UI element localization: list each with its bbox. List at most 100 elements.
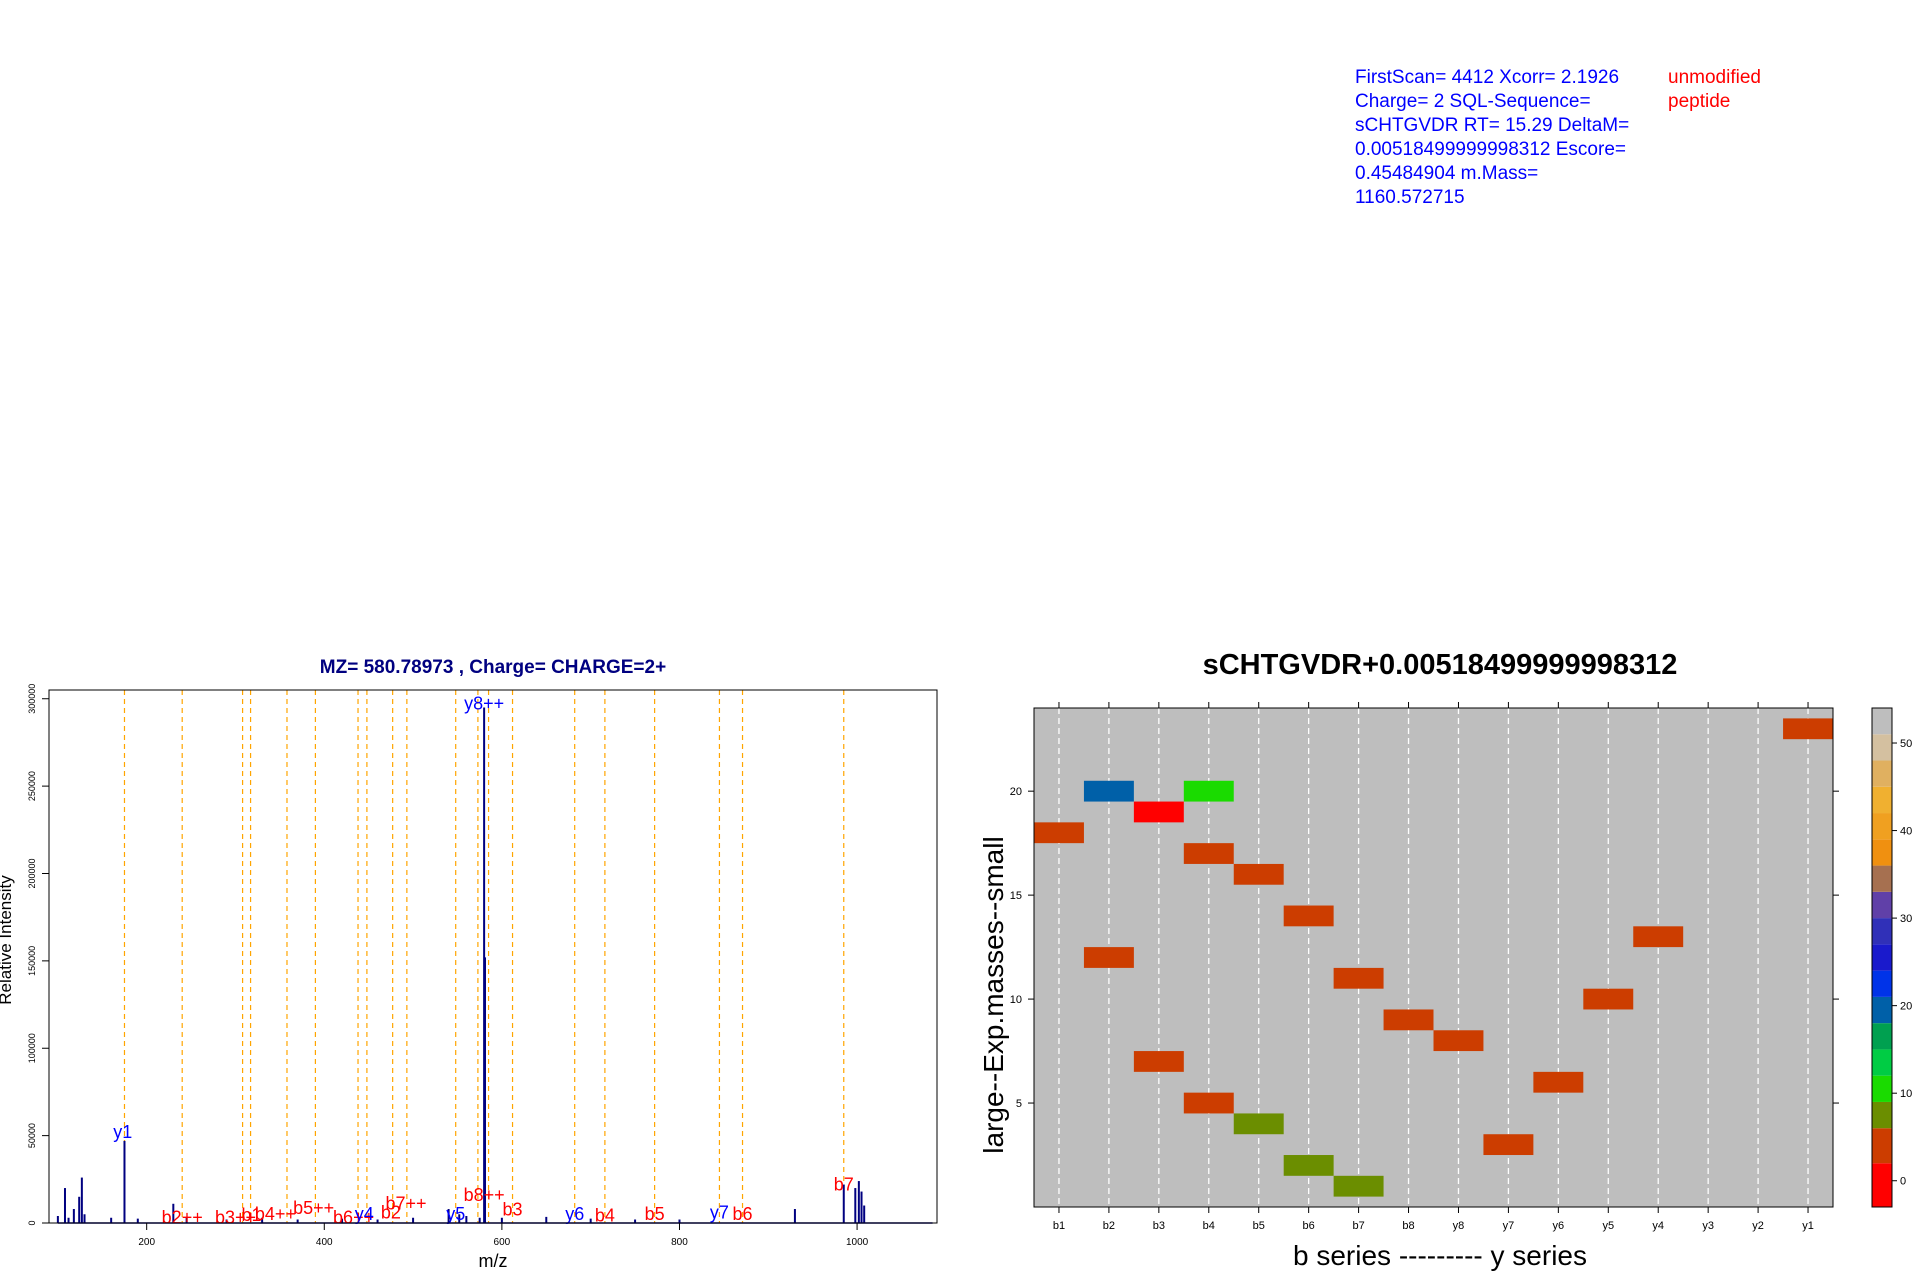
heatmap-cell xyxy=(1483,1134,1534,1156)
ion-label: b3 xyxy=(503,1200,523,1220)
y-tick-label: 200000 xyxy=(27,858,37,888)
x-tick-label: y8 xyxy=(1453,1220,1465,1232)
ion-label: y4 xyxy=(355,1204,374,1224)
colorbar-bin xyxy=(1872,708,1892,735)
colorbar-bin xyxy=(1872,1163,1892,1207)
colorbar-tick-label: 30 xyxy=(1900,913,1912,925)
y-tick-label: 20 xyxy=(1010,786,1022,798)
heatmap-cell xyxy=(1633,926,1684,948)
x-tick-label: b4 xyxy=(1203,1220,1215,1232)
ion-label: b7 xyxy=(834,1174,854,1194)
heatmap-y-axis-label: large--Exp.masses--small xyxy=(978,836,1009,1153)
x-tick-label: b1 xyxy=(1053,1220,1065,1232)
ion-label: b5++ xyxy=(293,1198,334,1218)
ion-label: b8++ xyxy=(464,1185,505,1205)
ion-label: b3++ xyxy=(215,1207,256,1227)
modification-status: unmodified peptide xyxy=(1668,67,1761,112)
ion-label: b6++ xyxy=(333,1207,374,1227)
colorbar-bin xyxy=(1872,734,1892,761)
x-tick-label: 600 xyxy=(494,1237,511,1248)
spectrum-plot-frame xyxy=(48,689,938,1224)
heatmap-cell xyxy=(1183,843,1234,864)
y-tick-label: 5 xyxy=(1016,1098,1022,1110)
colorbar-bin xyxy=(1872,1075,1892,1102)
x-tick-label: y3 xyxy=(1702,1220,1714,1232)
heatmap-cell xyxy=(1583,988,1634,1010)
colorbar-tick-label: 0 xyxy=(1900,1176,1906,1188)
ion-label: b2++ xyxy=(162,1207,203,1227)
ion-label: y7 xyxy=(710,1202,729,1222)
y-tick-label: 50000 xyxy=(27,1123,37,1148)
y-tick-label: 250000 xyxy=(27,771,37,801)
y-tick-label: 0 xyxy=(27,1220,37,1225)
heatmap-cell xyxy=(1283,1155,1334,1176)
heatmap-cell xyxy=(1083,780,1134,802)
colorbar-frame xyxy=(1871,707,1893,1208)
colorbar-bin xyxy=(1872,944,1892,971)
heatmap-cell xyxy=(1083,947,1134,968)
colorbar-tick-label: 10 xyxy=(1900,1088,1912,1100)
heatmap-colorbar: 0 10 20 30 40 50 xyxy=(1871,707,1912,1208)
spectrum-chart: MZ= 580.78973 , Charge= CHARGE=2+ m/z Re… xyxy=(0,657,938,1271)
y-tick-label: 150000 xyxy=(27,946,37,976)
colorbar-bin xyxy=(1872,813,1892,840)
heatmap-title: sCHTGVDR+0.00518499999998312 xyxy=(1203,649,1678,681)
heatmap-background xyxy=(1034,708,1833,1207)
spectrum-peaks xyxy=(56,707,933,1224)
heatmap-cell xyxy=(1034,822,1084,844)
ion-label: b6 xyxy=(733,1204,753,1224)
x-tick-label: b5 xyxy=(1253,1220,1265,1232)
heatmap-cell xyxy=(1133,1051,1184,1072)
spectrum-x-axis-label: m/z xyxy=(479,1251,508,1271)
heatmap-cell xyxy=(1333,967,1384,989)
colorbar-bin xyxy=(1872,786,1892,814)
heatmap-cell xyxy=(1783,718,1833,740)
heatmap-cell xyxy=(1133,801,1184,823)
ion-label: b7++ xyxy=(385,1194,426,1214)
heatmap-cell xyxy=(1233,1113,1284,1135)
x-tick-label: b6 xyxy=(1303,1220,1315,1232)
spectrum-y-axis: 0 50000 100000 150000 200000 250000 300000 xyxy=(27,684,50,1226)
x-tick-label: b7 xyxy=(1352,1220,1364,1232)
ion-label: b2 xyxy=(381,1202,401,1222)
x-tick-label: y5 xyxy=(1602,1220,1614,1232)
y-tick-label: 300000 xyxy=(27,684,37,714)
x-tick-label: y4 xyxy=(1652,1220,1664,1232)
ion-label: y8++ xyxy=(464,694,504,714)
x-tick-label: y2 xyxy=(1752,1220,1764,1232)
heatmap-cell xyxy=(1433,1030,1484,1052)
colorbar-bin xyxy=(1872,1128,1892,1164)
x-tick-label: 200 xyxy=(138,1237,155,1248)
y-tick-label: 10 xyxy=(1010,994,1022,1006)
x-tick-label: 400 xyxy=(316,1237,333,1248)
colorbar-bin xyxy=(1872,918,1892,945)
heatmap-cell xyxy=(1233,863,1284,885)
colorbar-bin xyxy=(1872,996,1892,1024)
colorbar-bin xyxy=(1872,1023,1892,1050)
spectrum-title: MZ= 580.78973 , Charge= CHARGE=2+ xyxy=(320,657,666,678)
fragment-guide-lines xyxy=(123,690,845,1223)
heatmap-cell xyxy=(1383,1009,1434,1031)
heatmap-cell xyxy=(1533,1071,1584,1093)
x-tick-label: y6 xyxy=(1553,1220,1565,1232)
heatmap-frame xyxy=(1033,707,1834,1208)
colorbar-bin xyxy=(1872,839,1892,866)
x-tick-label: b8 xyxy=(1402,1220,1414,1232)
ion-label: b4++ xyxy=(255,1204,296,1224)
colorbar-tick-label: 20 xyxy=(1900,1001,1912,1013)
colorbar-tick-label: 40 xyxy=(1900,826,1912,838)
ion-label: b4 xyxy=(595,1206,615,1226)
colorbar-bin xyxy=(1872,1101,1892,1129)
heatmap-cell xyxy=(1283,905,1334,927)
x-tick-label: 1000 xyxy=(846,1237,869,1248)
ion-label: y5 xyxy=(446,1204,465,1224)
colorbar-tick-label: 50 xyxy=(1900,738,1912,750)
colorbar-bin xyxy=(1872,760,1892,787)
heatmap-cell xyxy=(1183,780,1234,802)
heatmap-cell xyxy=(1333,1175,1384,1197)
ion-match-heatmap: sCHTGVDR+0.00518499999998312 b series --… xyxy=(978,649,1912,1271)
colorbar-bin xyxy=(1872,1049,1892,1076)
heatmap-x-axis-label: b series --------- y series xyxy=(1293,1240,1587,1271)
spectrum-y-axis-label: Relative Intensity xyxy=(0,875,15,1005)
